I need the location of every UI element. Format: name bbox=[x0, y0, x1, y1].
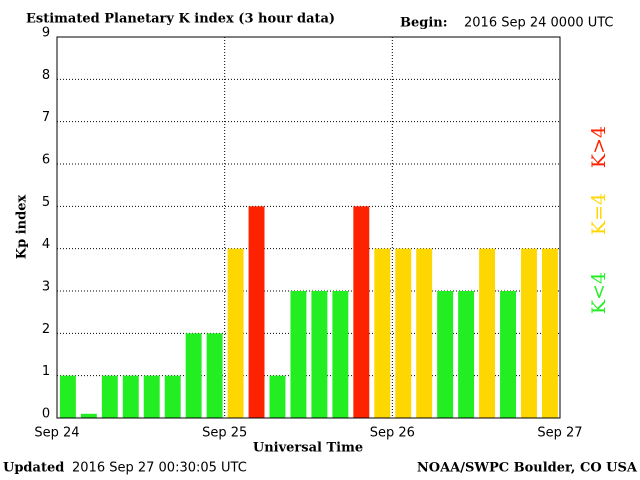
y-tick-label: 2 bbox=[42, 322, 50, 337]
bar bbox=[521, 248, 537, 418]
bar bbox=[143, 375, 160, 418]
bar bbox=[395, 248, 412, 418]
bar bbox=[164, 375, 181, 418]
y-tick-label: 7 bbox=[42, 110, 50, 125]
y-tick-label: 9 bbox=[42, 26, 50, 41]
x-tick-label: Sep 26 bbox=[370, 426, 415, 441]
y-tick-label: 8 bbox=[42, 68, 50, 83]
bar bbox=[311, 291, 328, 418]
legend-entry: K>4 bbox=[588, 126, 610, 168]
bar bbox=[80, 413, 97, 418]
bar bbox=[437, 291, 454, 418]
bar bbox=[353, 206, 370, 418]
bar bbox=[101, 375, 118, 418]
bar bbox=[479, 248, 496, 418]
y-tick-label: 5 bbox=[42, 195, 50, 210]
begin-value: 2016 Sep 24 0000 UTC bbox=[464, 16, 614, 31]
bar bbox=[332, 291, 349, 418]
legend-entry: K<4 bbox=[588, 272, 610, 314]
bar bbox=[59, 375, 76, 418]
bar bbox=[206, 333, 223, 418]
updated-label: Updated bbox=[3, 461, 64, 476]
y-tick-label: 0 bbox=[42, 407, 50, 422]
y-tick-label: 4 bbox=[42, 237, 50, 252]
bar bbox=[227, 248, 244, 418]
x-axis-label: Universal Time bbox=[253, 441, 363, 456]
y-tick-label: 6 bbox=[42, 153, 50, 168]
bar bbox=[458, 291, 475, 418]
bar bbox=[416, 248, 433, 418]
bar bbox=[269, 375, 286, 418]
bar bbox=[541, 248, 558, 418]
x-tick-label: Sep 24 bbox=[34, 426, 79, 441]
legend-entry: K=4 bbox=[588, 193, 610, 235]
x-tick-label: Sep 27 bbox=[537, 426, 582, 441]
y-tick-label: 3 bbox=[42, 280, 50, 295]
bar bbox=[500, 291, 516, 418]
y-axis-label: Kp index bbox=[15, 195, 30, 260]
chart-title: Estimated Planetary K index (3 hour data… bbox=[26, 12, 335, 27]
updated-value: 2016 Sep 27 00:30:05 UTC bbox=[72, 461, 247, 476]
begin-label: Begin: bbox=[400, 16, 448, 31]
bar bbox=[122, 375, 139, 418]
y-tick-label: 1 bbox=[42, 364, 50, 379]
source: NOAA/SWPC Boulder, CO USA bbox=[417, 461, 638, 476]
bar bbox=[374, 248, 391, 418]
x-tick-label: Sep 25 bbox=[202, 426, 247, 441]
bar bbox=[290, 291, 307, 418]
bar bbox=[248, 206, 265, 418]
bar bbox=[185, 333, 202, 418]
plot-frame bbox=[56, 36, 561, 419]
